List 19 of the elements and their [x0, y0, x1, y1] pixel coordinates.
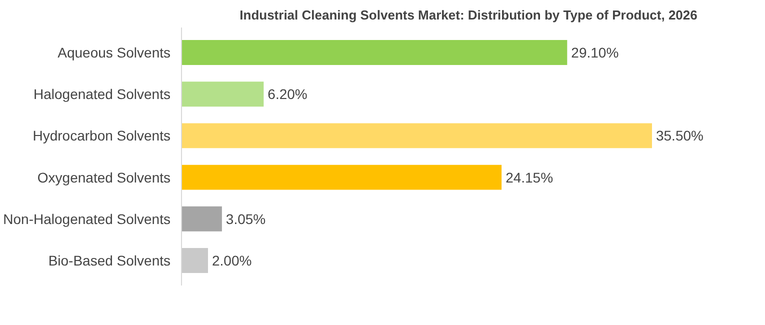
y-tick-label: Bio-Based Solvents	[48, 252, 171, 269]
bar	[182, 40, 568, 65]
data-label: 35.50%	[656, 128, 704, 144]
bar	[182, 123, 652, 148]
data-label: 24.15%	[506, 169, 554, 186]
data-label: 2.00%	[212, 252, 252, 269]
y-tick-label: Non-Halogenated Solvents	[3, 210, 171, 227]
data-label: 6.20%	[268, 86, 308, 102]
bar	[182, 248, 208, 274]
y-tick-label: Halogenated Solvents	[34, 86, 171, 102]
data-label: 3.05%	[226, 210, 266, 227]
bar	[182, 82, 264, 107]
y-tick-label: Oxygenated Solvents	[37, 169, 171, 186]
bar	[182, 206, 222, 232]
bar	[182, 164, 502, 190]
y-tick-label: Hydrocarbon Solvents	[32, 128, 171, 144]
y-tick-label: Aqueous Solvents	[58, 44, 171, 60]
data-label: 29.10%	[571, 44, 619, 60]
chart-title: Industrial Cleaning Solvents Market: Distribution by Type of Product, 2026	[240, 8, 698, 22]
